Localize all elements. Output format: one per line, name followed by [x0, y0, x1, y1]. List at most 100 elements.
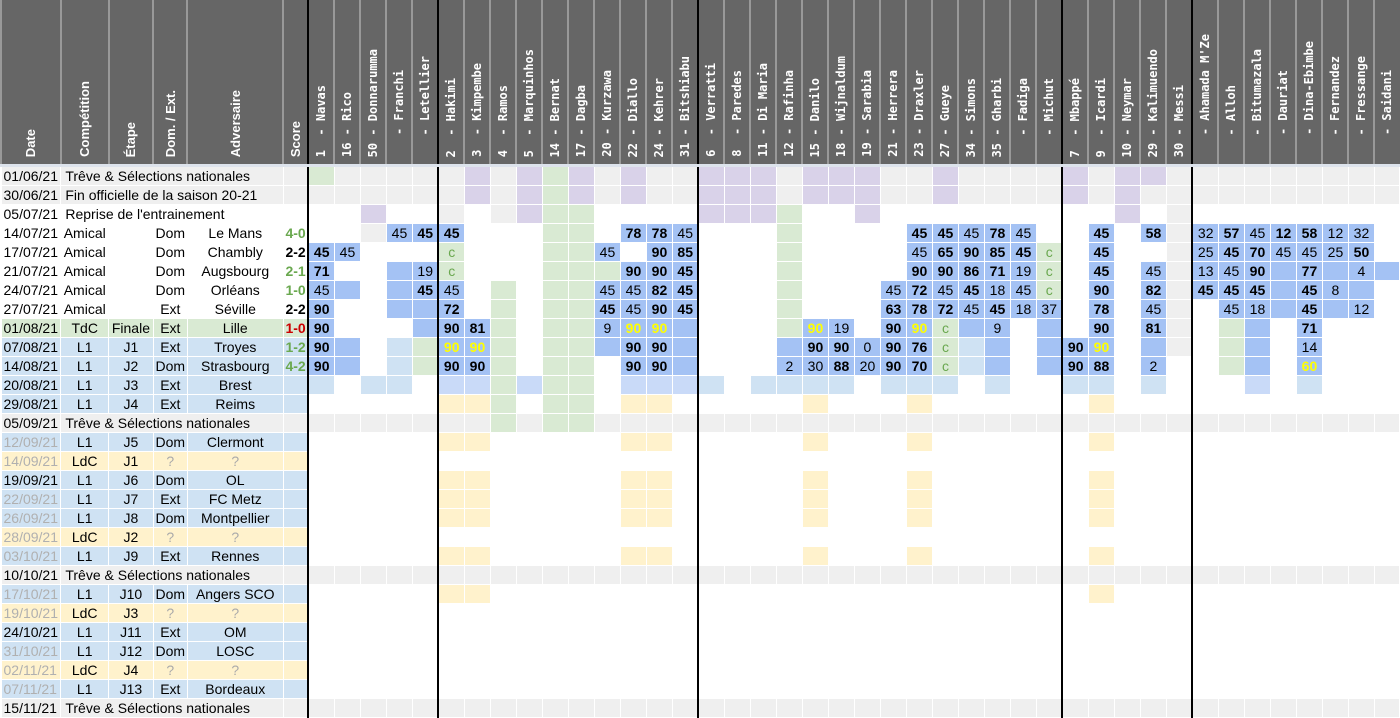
minutes-cell[interactable] — [385, 527, 413, 547]
minutes-cell[interactable] — [827, 185, 855, 205]
minutes-cell[interactable] — [1191, 185, 1219, 205]
minutes-cell[interactable]: 45 — [1087, 223, 1115, 243]
minutes-cell[interactable] — [957, 375, 985, 395]
minutes-cell[interactable] — [775, 280, 803, 300]
minutes-cell[interactable] — [853, 165, 881, 186]
minutes-cell[interactable]: 4 — [1347, 261, 1375, 281]
minutes-cell[interactable] — [931, 546, 959, 566]
minutes-cell[interactable] — [801, 679, 829, 699]
home-away-cell[interactable]: Ext — [152, 337, 188, 357]
event-label[interactable]: Fin officielle de la saison 20-21 — [60, 185, 284, 205]
minutes-cell[interactable] — [359, 280, 387, 300]
competition-cell[interactable]: L1 — [60, 679, 110, 699]
minutes-cell[interactable] — [905, 679, 933, 699]
minutes-cell[interactable] — [307, 413, 335, 433]
minutes-cell[interactable] — [1243, 698, 1271, 718]
minutes-cell[interactable] — [905, 660, 933, 680]
opponent-cell[interactable]: Orléans — [186, 280, 284, 300]
minutes-cell[interactable] — [411, 584, 439, 604]
minutes-cell[interactable] — [697, 356, 725, 376]
minutes-cell[interactable] — [879, 204, 907, 224]
minutes-cell[interactable] — [619, 451, 647, 471]
competition-cell[interactable]: LdC — [60, 451, 110, 471]
minutes-cell[interactable]: c — [1035, 242, 1063, 262]
minutes-cell[interactable]: 78 — [983, 223, 1011, 243]
minutes-cell[interactable] — [775, 698, 803, 718]
minutes-cell[interactable] — [697, 280, 725, 300]
minutes-cell[interactable] — [723, 261, 751, 281]
minutes-cell[interactable] — [1165, 622, 1193, 642]
minutes-cell[interactable] — [1035, 318, 1063, 338]
minutes-cell[interactable] — [1061, 489, 1089, 509]
minutes-cell[interactable] — [1061, 603, 1089, 623]
minutes-cell[interactable] — [1295, 679, 1323, 699]
minutes-cell[interactable] — [931, 489, 959, 509]
minutes-cell[interactable] — [307, 508, 335, 528]
minutes-cell[interactable] — [1061, 185, 1089, 205]
minutes-cell[interactable] — [463, 660, 491, 680]
player-column-header[interactable]: 21 - Herrera — [879, 0, 907, 167]
opponent-cell[interactable]: OL — [186, 470, 284, 490]
minutes-cell[interactable]: 45 — [1191, 280, 1219, 300]
minutes-cell[interactable] — [671, 622, 699, 642]
minutes-cell[interactable] — [697, 337, 725, 357]
minutes-cell[interactable] — [1087, 489, 1115, 509]
minutes-cell[interactable] — [931, 565, 959, 585]
minutes-cell[interactable] — [411, 242, 439, 262]
minutes-cell[interactable] — [541, 165, 569, 186]
minutes-cell[interactable] — [645, 165, 673, 186]
minutes-cell[interactable] — [593, 204, 621, 224]
minutes-cell[interactable] — [1009, 603, 1037, 623]
minutes-cell[interactable] — [1373, 242, 1400, 262]
minutes-cell[interactable]: c — [1035, 280, 1063, 300]
minutes-cell[interactable] — [1165, 185, 1193, 205]
score-cell[interactable] — [282, 584, 309, 604]
minutes-cell[interactable] — [645, 432, 673, 452]
minutes-cell[interactable] — [1113, 280, 1141, 300]
minutes-cell[interactable] — [983, 584, 1011, 604]
minutes-cell[interactable]: 2 — [1139, 356, 1167, 376]
minutes-cell[interactable] — [1165, 432, 1193, 452]
minutes-cell[interactable]: 19 — [827, 318, 855, 338]
minutes-cell[interactable] — [1373, 584, 1400, 604]
minutes-cell[interactable]: 90 — [645, 299, 673, 319]
minutes-cell[interactable] — [411, 356, 439, 376]
score-cell[interactable]: 2-2 — [282, 299, 309, 319]
minutes-cell[interactable] — [983, 413, 1011, 433]
minutes-cell[interactable] — [1243, 356, 1271, 376]
score-cell[interactable] — [282, 603, 309, 623]
minutes-cell[interactable]: 90 — [1087, 337, 1115, 357]
score-cell[interactable]: 1-0 — [282, 280, 309, 300]
minutes-cell[interactable] — [1373, 261, 1400, 281]
minutes-cell[interactable] — [359, 356, 387, 376]
opponent-cell[interactable]: ? — [186, 603, 284, 623]
date-cell[interactable]: 22/09/21 — [0, 489, 62, 509]
minutes-cell[interactable] — [827, 660, 855, 680]
minutes-cell[interactable] — [1061, 165, 1089, 186]
minutes-cell[interactable] — [957, 660, 985, 680]
stage-cell[interactable]: J1 — [108, 451, 154, 471]
minutes-cell[interactable] — [931, 432, 959, 452]
minutes-cell[interactable] — [1113, 223, 1141, 243]
minutes-cell[interactable] — [801, 565, 829, 585]
minutes-cell[interactable] — [827, 261, 855, 281]
home-away-cell[interactable]: Dom — [152, 223, 188, 243]
minutes-cell[interactable]: c — [931, 356, 959, 376]
minutes-cell[interactable] — [515, 165, 543, 186]
minutes-cell[interactable]: 30 — [801, 356, 829, 376]
minutes-cell[interactable] — [1269, 641, 1297, 661]
opponent-cell[interactable]: Augsbourg — [186, 261, 284, 281]
minutes-cell[interactable] — [1269, 603, 1297, 623]
stage-cell[interactable]: J2 — [108, 527, 154, 547]
score-cell[interactable]: 2-1 — [282, 261, 309, 281]
minutes-cell[interactable] — [619, 165, 647, 186]
minutes-cell[interactable] — [905, 508, 933, 528]
minutes-cell[interactable] — [1321, 165, 1349, 186]
minutes-cell[interactable] — [619, 622, 647, 642]
minutes-cell[interactable] — [723, 622, 751, 642]
minutes-cell[interactable] — [385, 204, 413, 224]
player-column-header[interactable]: 6 - Verratti — [697, 0, 725, 167]
minutes-cell[interactable] — [437, 165, 465, 186]
minutes-cell[interactable] — [567, 527, 595, 547]
player-column-header[interactable]: 9 - Icardi — [1087, 0, 1115, 167]
